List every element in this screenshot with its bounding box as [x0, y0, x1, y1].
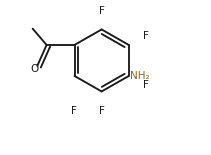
Text: O: O: [31, 64, 39, 73]
Text: F: F: [99, 106, 105, 116]
Text: F: F: [99, 6, 105, 16]
Text: F: F: [143, 31, 149, 41]
Text: F: F: [143, 80, 149, 90]
Text: NH₂: NH₂: [130, 71, 150, 81]
Text: F: F: [71, 106, 77, 116]
